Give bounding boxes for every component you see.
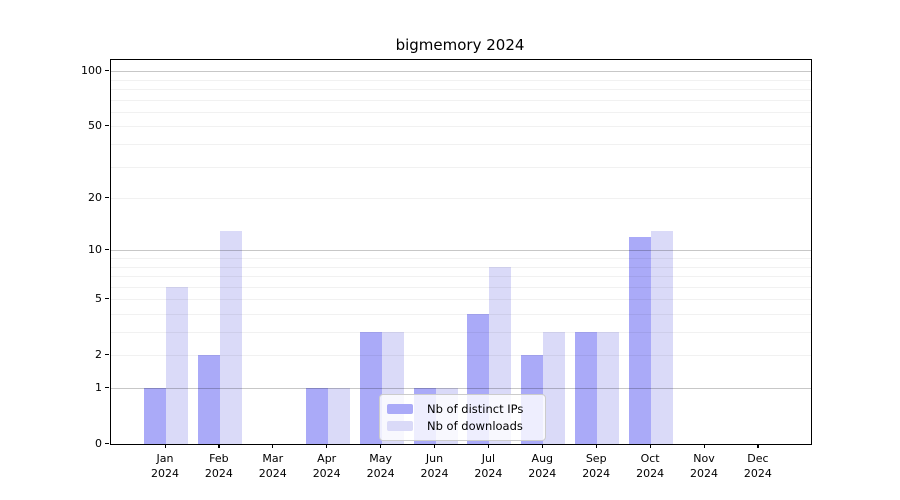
x-tick-label-mar: Mar 2024	[258, 452, 287, 480]
x-tick-mark-apr	[326, 444, 328, 448]
x-tick-mark-aug	[541, 444, 543, 448]
plot-area: Nb of distinct IPs Nb of downloads	[110, 59, 812, 445]
bar-nb-of-downloads-aug	[543, 332, 566, 444]
legend: Nb of distinct IPs Nb of downloads	[379, 394, 546, 441]
legend-swatch-downloads	[387, 421, 413, 432]
x-tick-mark-dec	[757, 444, 759, 448]
bar-nb-of-distinct-ips-may	[359, 332, 382, 444]
x-tick-mark-mar	[272, 444, 274, 448]
x-tick-label-oct: Oct 2024	[636, 452, 665, 480]
y-tick-mark-0	[105, 442, 109, 444]
bar-nb-of-downloads-apr	[327, 388, 350, 444]
x-tick-mark-jul	[487, 444, 490, 448]
y-tick-mark-5	[105, 297, 109, 299]
y-tick-label-5: 5	[95, 291, 102, 305]
x-tick-label-jan: Jan 2024	[151, 452, 179, 480]
y-tick-mark-50	[105, 124, 109, 127]
bar-nb-of-distinct-ips-oct	[629, 236, 652, 444]
legend-swatch-distinct-ips	[387, 403, 413, 414]
x-tick-label-sep: Sep 2024	[582, 452, 611, 480]
bar-nb-of-downloads-feb	[219, 230, 242, 444]
x-tick-mark-oct	[649, 444, 651, 448]
x-tick-mark-jun	[434, 444, 436, 448]
x-tick-label-jun: Jun 2024	[420, 452, 449, 480]
chart-title: bigmemory 2024	[395, 36, 525, 54]
legend-entry-distinct-ips: Nb of distinct IPs	[387, 400, 536, 417]
y-tick-label-0: 0	[95, 436, 102, 450]
x-tick-label-nov: Nov 2024	[690, 452, 718, 480]
bar-nb-of-distinct-ips-jan	[144, 388, 166, 444]
y-tick-mark-10	[105, 248, 109, 250]
x-tick-mark-may	[380, 444, 382, 448]
x-tick-label-jul: Jul 2024	[474, 452, 503, 480]
x-tick-label-feb: Feb 2024	[204, 452, 233, 480]
y-tick-label-10: 10	[88, 242, 102, 256]
legend-label-distinct-ips: Nb of distinct IPs	[427, 401, 524, 416]
legend-label-downloads: Nb of downloads	[427, 419, 523, 434]
y-tick-label-20: 20	[88, 190, 102, 204]
x-tick-mark-feb	[218, 444, 220, 448]
bar-nb-of-downloads-sep	[597, 332, 620, 444]
bars-layer	[111, 60, 811, 444]
x-tick-mark-jan	[164, 444, 166, 448]
y-tick-label-2: 2	[95, 347, 102, 361]
x-tick-mark-sep	[595, 444, 597, 448]
x-tick-mark-nov	[703, 444, 705, 448]
y-tick-mark-20	[105, 196, 109, 198]
x-tick-label-aug: Aug 2024	[528, 452, 557, 480]
y-tick-label-100: 100	[81, 63, 102, 77]
y-tick-mark-1	[105, 386, 109, 388]
bar-nb-of-distinct-ips-apr	[305, 388, 328, 444]
y-tick-mark-2	[105, 353, 109, 355]
x-tick-label-apr: Apr 2024	[312, 452, 341, 480]
y-tick-label-50: 50	[88, 118, 102, 132]
bar-nb-of-downloads-jan	[166, 286, 188, 444]
y-tick-mark-100	[105, 69, 109, 71]
legend-entry-downloads: Nb of downloads	[387, 418, 536, 435]
y-tick-label-1: 1	[95, 380, 102, 394]
x-tick-label-dec: Dec 2024	[743, 452, 772, 480]
bar-nb-of-distinct-ips-feb	[197, 355, 220, 444]
bar-nb-of-distinct-ips-sep	[575, 332, 598, 444]
bar-nb-of-downloads-oct	[651, 230, 674, 444]
x-tick-label-may: May 2024	[366, 452, 395, 480]
